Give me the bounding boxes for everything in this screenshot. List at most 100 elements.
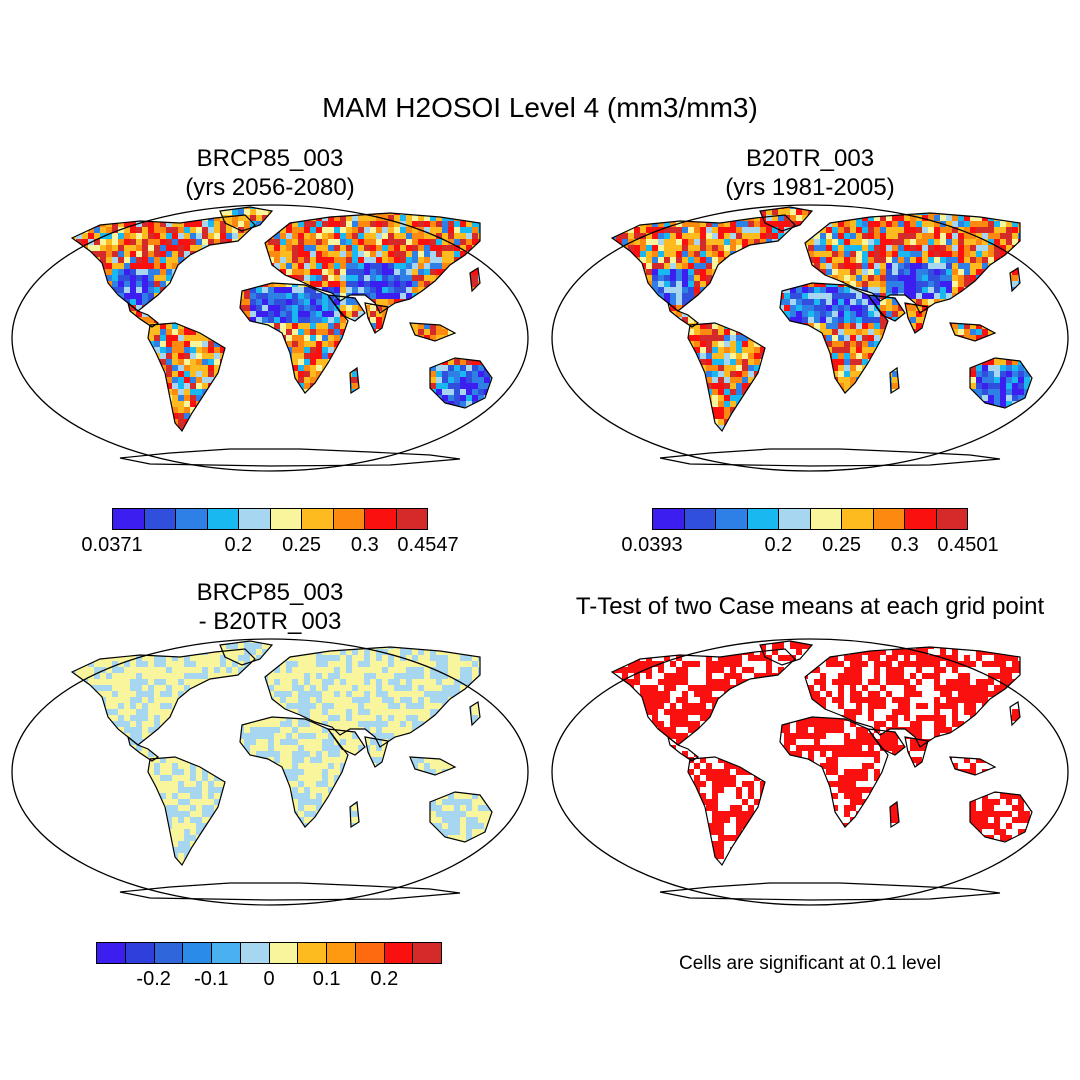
colorbar-swatch bbox=[873, 509, 905, 529]
colorbar-tick-label: 0.2 bbox=[764, 534, 793, 556]
coastline bbox=[759, 206, 814, 232]
colorbar-swatch bbox=[269, 943, 299, 963]
coastline bbox=[779, 716, 889, 828]
coastline bbox=[119, 882, 461, 901]
colorbar-swatch bbox=[270, 509, 302, 529]
panel-title-top-left-line1: BRCP85_003 bbox=[196, 145, 344, 172]
coastline bbox=[429, 357, 493, 409]
coastline bbox=[219, 206, 274, 232]
map-border bbox=[551, 638, 1069, 906]
coastline bbox=[969, 791, 1033, 843]
coastline bbox=[119, 448, 461, 467]
colorbar-swatch bbox=[747, 509, 779, 529]
colorbar-swatch bbox=[936, 509, 967, 529]
colorbar-tick-label: 0.1 bbox=[312, 968, 341, 990]
coastline bbox=[409, 756, 457, 776]
colorbar-swatch bbox=[144, 509, 176, 529]
colorbar-swatch bbox=[298, 943, 327, 963]
colorbar-swatch bbox=[333, 509, 365, 529]
coastline bbox=[904, 302, 929, 334]
panel-title-top-right-line2: (yrs 1981-2005) bbox=[725, 174, 895, 201]
coastline bbox=[610, 648, 796, 746]
colorbar-tick-label: 0.4547 bbox=[397, 534, 459, 556]
coastline bbox=[147, 756, 226, 867]
coastline bbox=[326, 728, 366, 756]
coastline bbox=[779, 282, 889, 394]
colorbar-tick-label: 0.3 bbox=[350, 534, 379, 556]
colorbar-swatch bbox=[905, 509, 937, 529]
coastline bbox=[147, 322, 226, 433]
colorbar-difference bbox=[96, 942, 442, 964]
coastline bbox=[429, 791, 493, 843]
colorbar-swatch bbox=[302, 509, 334, 529]
coastline bbox=[239, 282, 349, 394]
colorbar-swatch bbox=[365, 509, 397, 529]
colorbar-swatch bbox=[212, 943, 241, 963]
coastline bbox=[349, 366, 360, 395]
coastline bbox=[687, 322, 766, 433]
coastline bbox=[264, 646, 481, 748]
colorbar-swatch bbox=[384, 943, 414, 963]
coastline bbox=[1009, 266, 1021, 293]
coastline bbox=[889, 366, 900, 395]
significance-note: Cells are significant at 0.1 level bbox=[679, 953, 941, 974]
colorbar-tick-label: 0.25 bbox=[282, 534, 322, 556]
colorbar-swatch bbox=[113, 509, 145, 529]
coastline bbox=[239, 716, 349, 828]
coastline bbox=[949, 756, 997, 776]
colorbar-swatch bbox=[653, 509, 685, 529]
map-border bbox=[551, 204, 1069, 472]
colorbar-swatch bbox=[716, 509, 748, 529]
colorbar-tick-label: 0.4501 bbox=[937, 534, 999, 556]
coastline bbox=[889, 800, 900, 829]
map-b20tr bbox=[551, 204, 1069, 472]
panel-title-bottom-right: T-Test of two Case means at each grid po… bbox=[575, 593, 1045, 620]
coastline bbox=[219, 640, 274, 666]
coastline bbox=[759, 640, 814, 666]
coastline bbox=[70, 648, 256, 746]
colorbar-swatch bbox=[154, 943, 184, 963]
colorbar-swatch bbox=[842, 509, 874, 529]
panel-title-bottom-left-line2: - B20TR_003 bbox=[198, 608, 342, 635]
colorbar-tick-label: 0.2 bbox=[224, 534, 253, 556]
map-brcp85 bbox=[11, 204, 529, 472]
colorbar-swatch bbox=[413, 943, 441, 963]
coastline bbox=[349, 800, 360, 829]
colorbar-swatch bbox=[125, 943, 155, 963]
coastline bbox=[969, 357, 1033, 409]
panel-title-bottom-left-line1: BRCP85_003 bbox=[196, 579, 344, 606]
colorbar-tick-label: -0.1 bbox=[194, 968, 229, 990]
panel-title-top-left: BRCP85_003 (yrs 2056-2080) bbox=[120, 144, 420, 202]
coastline bbox=[659, 882, 1001, 901]
colorbar-swatch bbox=[97, 943, 126, 963]
colorbar-swatch bbox=[327, 943, 356, 963]
colorbar-brcp85 bbox=[112, 508, 428, 530]
coastline bbox=[364, 736, 389, 768]
coastline bbox=[949, 322, 997, 342]
colorbar-tick-label: 0.0393 bbox=[621, 534, 683, 556]
map-border bbox=[11, 638, 529, 906]
coastline bbox=[804, 646, 1021, 748]
colorbar-swatch bbox=[684, 509, 716, 529]
panel-title-top-left-line2: (yrs 2056-2080) bbox=[185, 174, 355, 201]
colorbar-tick-label: 0.0371 bbox=[81, 534, 143, 556]
colorbar-swatch bbox=[779, 509, 811, 529]
colorbar-tick-label: 0 bbox=[263, 968, 275, 990]
colorbar-swatch bbox=[240, 943, 270, 963]
colorbar-swatch bbox=[396, 509, 427, 529]
coastline bbox=[610, 214, 796, 312]
colorbar-swatch bbox=[183, 943, 212, 963]
coastline bbox=[409, 322, 457, 342]
map-border bbox=[11, 204, 529, 472]
colorbar-tick-label: 0.25 bbox=[822, 534, 862, 556]
colorbar-tick-label: 0.3 bbox=[890, 534, 919, 556]
coastline bbox=[866, 728, 906, 756]
coastline bbox=[904, 736, 929, 768]
colorbar-swatch bbox=[207, 509, 239, 529]
coastline bbox=[469, 700, 481, 727]
coastline bbox=[659, 448, 1001, 467]
coastline bbox=[804, 212, 1021, 314]
colorbar-b20tr bbox=[652, 508, 968, 530]
colorbar-swatch bbox=[355, 943, 385, 963]
coastline bbox=[866, 294, 906, 322]
